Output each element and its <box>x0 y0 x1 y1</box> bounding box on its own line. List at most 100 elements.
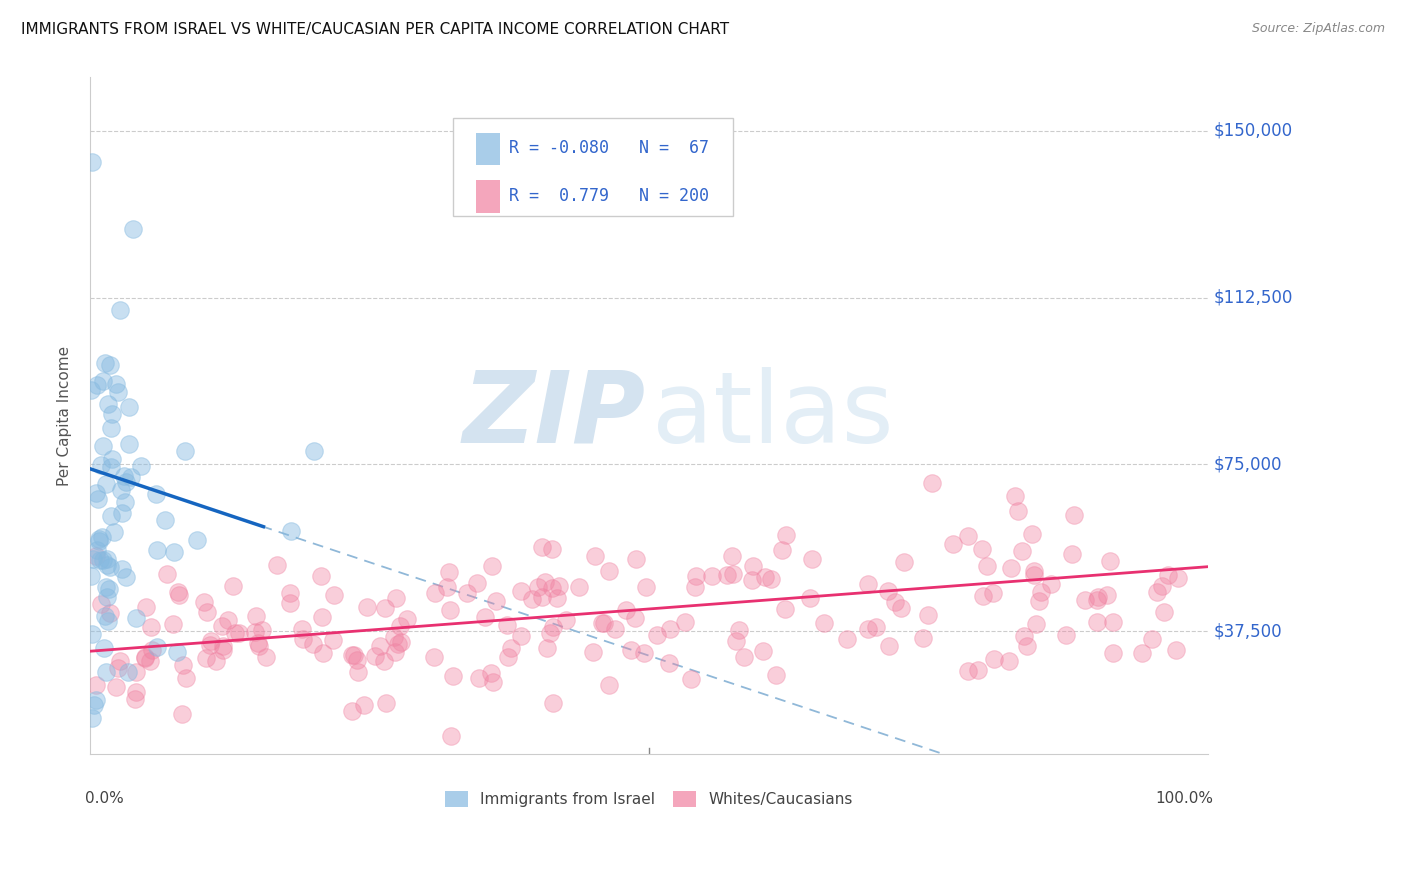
Point <box>98 560 121 574</box>
Point <box>172 658 194 673</box>
Point <box>212 639 235 653</box>
Point <box>911 631 934 645</box>
Text: atlas: atlas <box>652 367 894 464</box>
Point <box>541 581 564 595</box>
Point <box>96 551 118 566</box>
Point <box>141 643 163 657</box>
Point <box>96 590 118 604</box>
Point <box>598 564 620 578</box>
Point <box>685 569 707 583</box>
Point <box>592 616 614 631</box>
Point <box>117 665 139 680</box>
Point <box>1153 606 1175 620</box>
Point <box>499 641 522 656</box>
Point <box>1157 567 1180 582</box>
Point <box>83 698 105 712</box>
Point <box>591 615 613 630</box>
Point <box>1011 544 1033 558</box>
Point <box>363 649 385 664</box>
Point <box>543 696 565 710</box>
Point <box>942 537 965 551</box>
Point <box>94 580 117 594</box>
Point <box>583 549 606 563</box>
Point <box>167 588 190 602</box>
Point <box>921 475 943 490</box>
Point <box>118 436 141 450</box>
Point <box>531 590 554 604</box>
Point <box>134 650 156 665</box>
Point <box>204 654 226 668</box>
Point <box>115 475 138 489</box>
Point <box>243 624 266 639</box>
Point <box>96 665 118 679</box>
Point <box>1098 554 1121 568</box>
Point <box>568 580 591 594</box>
Point <box>1074 593 1097 607</box>
Point <box>125 665 148 679</box>
Point <box>373 654 395 668</box>
Point <box>509 630 531 644</box>
Point <box>423 586 446 600</box>
Point <box>957 529 980 543</box>
Text: ZIP: ZIP <box>463 367 645 464</box>
Point <box>309 569 332 583</box>
Point <box>775 528 797 542</box>
Point <box>266 558 288 572</box>
Point <box>124 685 146 699</box>
Point <box>972 589 994 603</box>
Point <box>1012 629 1035 643</box>
Point <box>423 649 446 664</box>
FancyBboxPatch shape <box>453 118 733 216</box>
Point <box>89 532 111 546</box>
Point <box>86 543 108 558</box>
Point <box>856 622 879 636</box>
Point <box>224 625 246 640</box>
Point <box>972 542 994 557</box>
Point <box>530 541 553 555</box>
Point <box>436 581 458 595</box>
Point <box>166 585 188 599</box>
Point <box>527 580 550 594</box>
Point <box>98 607 121 621</box>
Point <box>624 552 647 566</box>
Point <box>998 654 1021 668</box>
Point <box>82 627 104 641</box>
Point <box>1024 564 1046 578</box>
Point <box>741 573 763 587</box>
Point <box>396 612 419 626</box>
Point <box>721 549 744 563</box>
Point <box>1054 627 1077 641</box>
Point <box>302 444 325 458</box>
Point <box>865 620 887 634</box>
Point <box>100 421 122 435</box>
Point <box>353 698 375 712</box>
Point <box>174 671 197 685</box>
Point <box>228 625 250 640</box>
Text: Source: ZipAtlas.com: Source: ZipAtlas.com <box>1251 22 1385 36</box>
Point <box>94 356 117 370</box>
Point <box>108 303 131 318</box>
Point <box>291 623 314 637</box>
Point <box>765 668 787 682</box>
Text: 100.0%: 100.0% <box>1156 790 1213 805</box>
Point <box>645 628 668 642</box>
Point <box>890 600 912 615</box>
Point <box>1004 489 1026 503</box>
Point <box>633 646 655 660</box>
Point <box>170 706 193 721</box>
Point <box>983 652 1005 666</box>
Point <box>91 530 114 544</box>
Point <box>581 645 603 659</box>
Text: R =  0.779   N = 200: R = 0.779 N = 200 <box>509 186 709 205</box>
Point <box>278 586 301 600</box>
Point <box>659 622 682 636</box>
Point <box>856 576 879 591</box>
Point <box>98 582 121 596</box>
Text: 0.0%: 0.0% <box>84 790 124 805</box>
Point <box>1102 646 1125 660</box>
Point <box>598 678 620 692</box>
Point <box>91 375 114 389</box>
Point <box>877 640 900 654</box>
Point <box>84 678 107 692</box>
Point <box>90 597 112 611</box>
